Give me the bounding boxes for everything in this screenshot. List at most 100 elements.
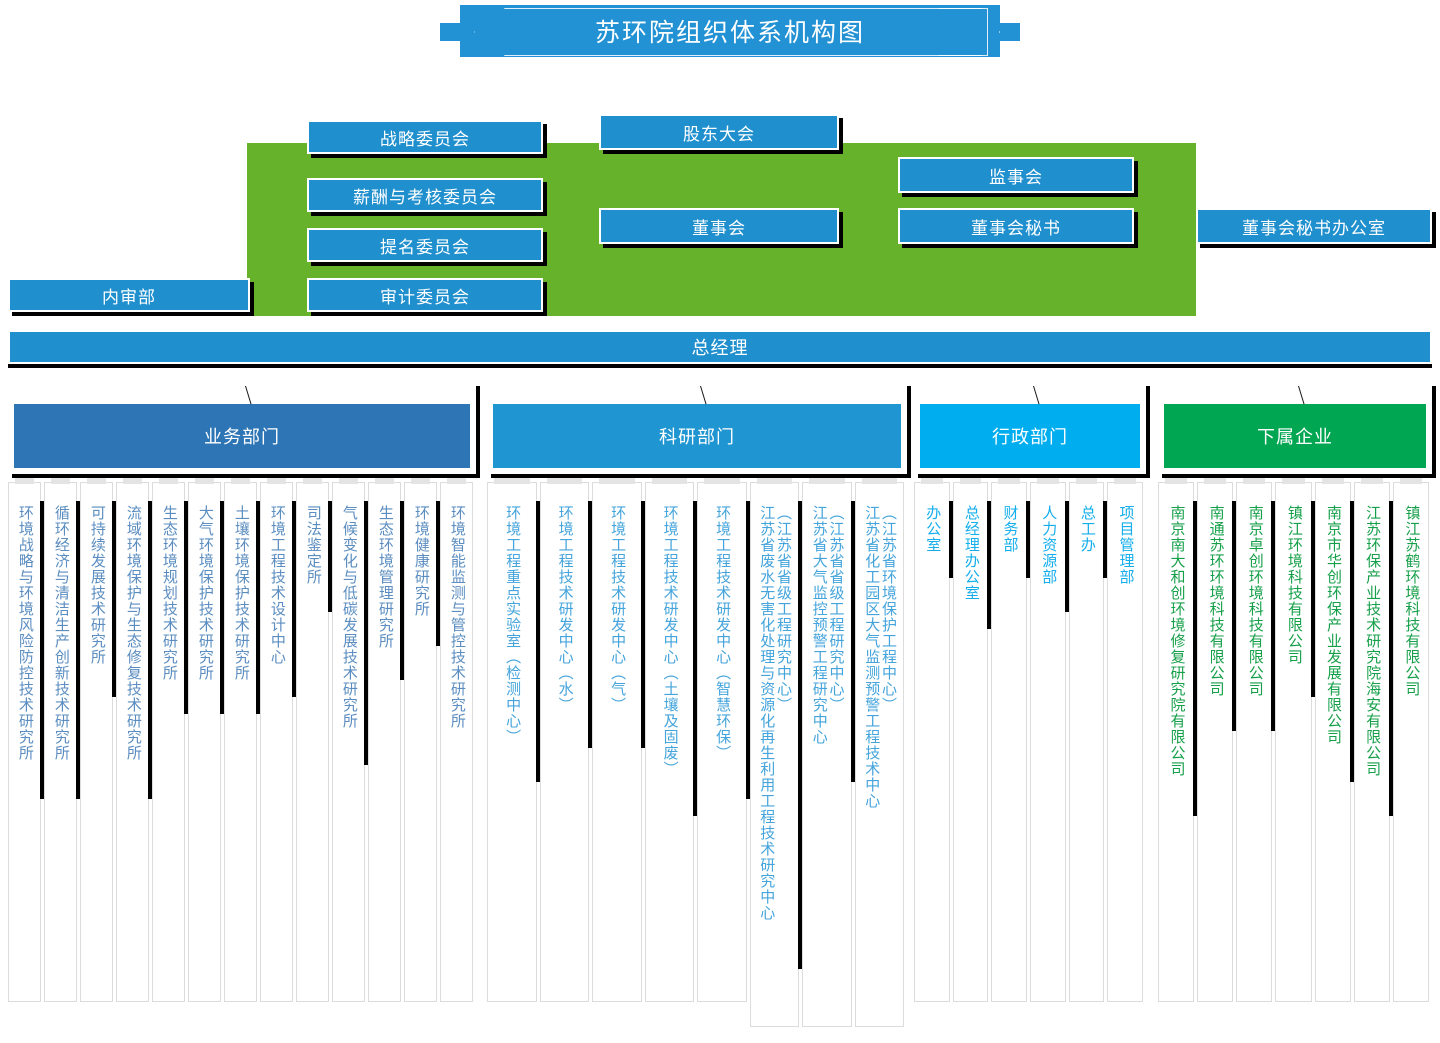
unit-name: 大气环境保护技术研究所 [189,505,220,681]
unit-column[interactable]: 司法鉴定所 [296,478,332,1002]
board-of-supervisors-label: 监事会 [989,167,1043,187]
unit-name: 江苏环保产业技术研究院海安有限公司 [1355,505,1389,777]
department-header-research[interactable]: 科研部门 [487,382,907,474]
unit-name-line: 人力资源部 [1040,505,1058,585]
board-of-supervisors[interactable]: 监事会 [898,157,1134,193]
unit-column[interactable]: 南通苏环环境科技有限公司 [1197,478,1237,1002]
unit-column[interactable]: 环境工程技术研发中心（智慧环保） [697,478,750,1002]
unit-column[interactable]: 财务部 [991,478,1030,1002]
unit-name-line: 可持续发展技术研究所 [88,505,106,665]
unit-column[interactable]: （江苏省环境保护工程中心） 江苏省化工园区大气监测预警工程技术中心 [854,478,904,1027]
unit-name-line: 江苏省大气监控预警工程研究中心 [810,505,828,745]
column-shadow-bar [987,501,992,629]
unit-column[interactable]: 流域环境保护与生态修复技术研究所 [116,478,152,1002]
unit-column[interactable]: （江苏省省级工程研究中心） 江苏省大气监控预警工程研究中心 [802,478,855,1027]
unit-name-line: 环境工程技术研发中心（智慧环保） [714,505,732,761]
unit-column[interactable]: 大气环境保护技术研究所 [188,478,224,1002]
column-tab [87,478,106,484]
department-header-label: 业务部门 [14,404,470,468]
committee-nomination[interactable]: 提名委员会 [307,228,543,262]
column-tab [494,478,530,484]
unit-column[interactable]: 生态环境规划技术研究所 [152,478,188,1002]
unit-column[interactable]: （江苏省省级工程研究中心） 江苏省废水无害化处理与资源化再生利用工程技术研究中心 [749,478,802,1027]
column-shadow-bar [1388,501,1393,816]
column-shadow-bar [1271,501,1276,731]
unit-column[interactable]: 南京市华创环保产业发展有限公司 [1314,478,1354,1002]
committee-compensation[interactable]: 薪酬与考核委员会 [307,178,543,212]
unit-column[interactable]: 生态环境管理研究所 [368,478,404,1002]
unit-column[interactable]: 镇江苏鹤环境科技有限公司 [1392,478,1429,1002]
unit-name-line: 生态环境管理研究所 [376,505,394,649]
column-shadow-bar [400,501,404,680]
unit-column[interactable]: 循环经济与清洁生产创新技术研究所 [44,478,80,1002]
unit-column[interactable]: 环境工程技术设计中心 [260,478,296,1002]
unit-name-line: 南通苏环环境科技有限公司 [1207,505,1225,697]
column-tab [959,478,982,484]
column-shadow-bar [850,501,855,782]
committee-audit[interactable]: 审计委员会 [307,278,543,312]
column-shadow-bar [948,501,953,578]
column-tab [861,478,897,484]
department-header-enterprise[interactable]: 下属企业 [1158,382,1432,474]
board-secretary-office[interactable]: 董事会秘书办公室 [1196,208,1432,244]
unit-name: 人力资源部 [1031,505,1065,585]
unit-column[interactable]: 土壤环境保护技术研究所 [224,478,260,1002]
unit-name: 南京市华创环保产业发展有限公司 [1316,505,1350,745]
column-shadow-bar [364,501,368,765]
board-of-directors[interactable]: 董事会 [599,208,839,244]
board-secretary-label: 董事会秘书 [971,218,1061,238]
shareholders-meeting-label: 股东大会 [683,124,755,144]
shareholders-meeting[interactable]: 股东大会 [599,114,839,150]
department-header-admin[interactable]: 行政部门 [914,382,1146,474]
column-tab [195,478,214,484]
unit-column[interactable]: 环境工程重点实验室（检测中心） [487,478,540,1002]
unit-column[interactable]: 总经理办公室 [952,478,992,1002]
unit-column[interactable]: 项目管理部 [1107,478,1143,1002]
unit-name-line: 镇江苏鹤环境科技有限公司 [1403,505,1421,697]
unit-name: 环境工程技术研发中心（水） [541,505,589,713]
column-tab [1165,478,1188,484]
unit-name: 镇江苏鹤环境科技有限公司 [1394,505,1428,697]
column-shadow-bar [40,501,44,799]
internal-audit-department[interactable]: 内审部 [8,278,250,312]
unit-column[interactable]: 环境战略与环境风险防控技术研究所 [8,478,44,1002]
committee-strategy-label: 战略委员会 [380,129,470,149]
unit-column[interactable]: 环境工程技术研发中心（水） [539,478,592,1002]
unit-column[interactable]: 环境智能监测与管控技术研究所 [440,478,473,1002]
committee-audit-label: 审计委员会 [380,287,470,307]
unit-column[interactable]: 可持续发展技术研究所 [80,478,116,1002]
unit-column[interactable]: 办公室 [914,478,953,1002]
unit-column[interactable]: 气候变化与低碳发展技术研究所 [332,478,368,1002]
unit-column[interactable]: 镇江环境科技有限公司 [1275,478,1315,1002]
unit-name-line: 大气环境保护技术研究所 [196,505,214,681]
unit-name: 南京卓创环境科技有限公司 [1237,505,1271,697]
unit-column[interactable]: 人力资源部 [1030,478,1069,1002]
unit-column[interactable]: 总工办 [1068,478,1108,1002]
committee-strategy[interactable]: 战略委员会 [307,120,543,154]
department-header-business[interactable]: 业务部门 [8,382,476,474]
unit-name-line: 循环经济与清洁生产创新技术研究所 [52,505,70,761]
column-shadow-bar [1349,501,1354,782]
unit-name-line: 办公室 [924,505,942,553]
unit-name-line: （江苏省省级工程研究中心） [827,505,845,713]
general-manager-bar[interactable]: 总经理 [8,330,1432,364]
unit-column[interactable]: 环境工程技术研发中心（土壤及固废） [644,478,697,1002]
board-secretary[interactable]: 董事会秘书 [898,208,1134,244]
unit-column[interactable]: 环境健康研究所 [404,478,440,1002]
unit-column[interactable]: 南京南大和创环境修复研究院有限公司 [1158,478,1198,1002]
column-tab [339,478,358,484]
column-tab [447,478,466,484]
column-tab [1399,478,1422,484]
unit-name-line: 环境工程重点实验室（检测中心） [504,505,522,745]
unit-column[interactable]: 环境工程技术研发中心（气） [592,478,645,1002]
internal-audit-department-label: 内审部 [102,287,156,307]
committee-compensation-label: 薪酬与考核委员会 [353,187,497,207]
unit-column[interactable]: 江苏环保产业技术研究院海安有限公司 [1353,478,1393,1002]
unit-name-line: 环境工程技术研发中心（气） [609,505,627,713]
title-chevron-outline-icon [474,8,988,56]
unit-name-line: 环境工程技术研发中心（水） [556,505,574,713]
unit-column[interactable]: 南京卓创环境科技有限公司 [1236,478,1276,1002]
unit-name: 财务部 [992,505,1026,553]
column-tab [998,478,1020,484]
unit-name: 司法鉴定所 [297,505,328,585]
